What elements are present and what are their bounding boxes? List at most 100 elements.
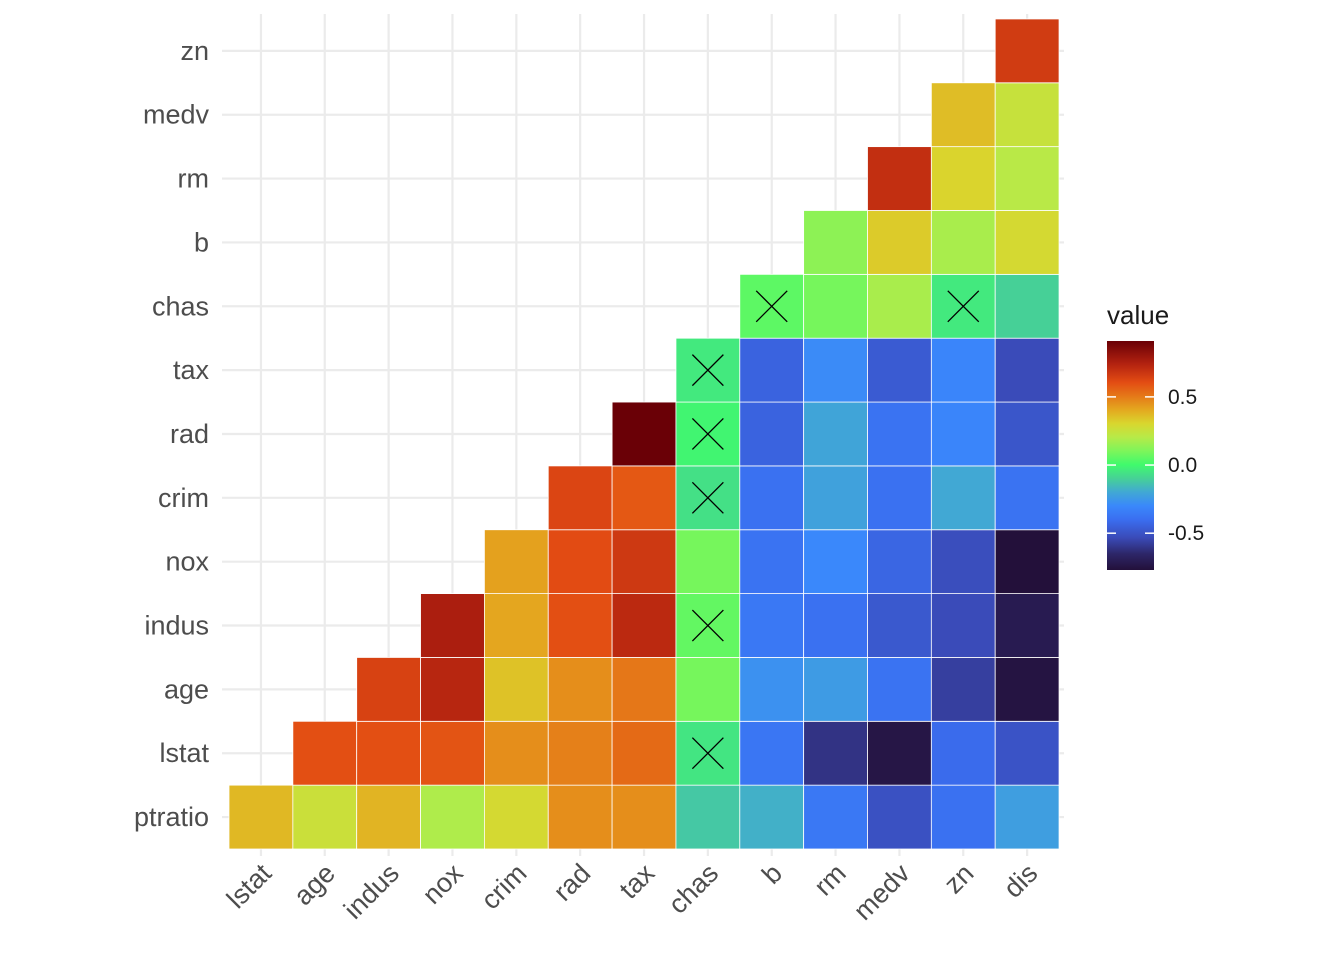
heatmap-cell — [547, 593, 613, 658]
heatmap-cell — [675, 657, 741, 722]
heatmap-cells — [228, 18, 1060, 850]
heatmap-cell — [867, 465, 932, 531]
heatmap-cell — [547, 720, 613, 786]
heatmap-cell — [547, 529, 613, 594]
heatmap-cell — [356, 720, 421, 786]
heatmap-cell — [739, 337, 805, 403]
heatmap-cell — [803, 593, 868, 658]
heatmap-cell — [930, 720, 996, 786]
heatmap-cell — [930, 401, 996, 467]
legend-tick-label: 0.0 — [1168, 454, 1197, 477]
heatmap-cell — [994, 720, 1060, 786]
x-tick-label: rad — [548, 858, 597, 907]
x-tick-label: b — [756, 858, 788, 890]
heatmap-cell — [930, 210, 996, 275]
heatmap-cell — [356, 784, 421, 850]
heatmap-cell — [930, 593, 996, 658]
heatmap-cell — [994, 593, 1060, 658]
heatmap-cell — [994, 784, 1060, 850]
heatmap-cell — [867, 593, 932, 658]
heatmap-cell — [994, 465, 1060, 531]
heatmap-cell — [420, 593, 485, 658]
x-tick-label: lstat — [221, 858, 278, 915]
heatmap-cell — [547, 784, 613, 850]
y-axis-tick-labels: ptratio lstat age indus nox crim rad tax chas b rm… — [134, 36, 210, 832]
y-tick-label: medv — [143, 100, 210, 130]
heatmap-cell — [739, 593, 805, 658]
heatmap-cell — [611, 593, 677, 658]
x-tick-label: medv — [848, 858, 916, 926]
heatmap-cell — [739, 465, 805, 531]
heatmap-cell — [611, 529, 677, 594]
heatmap-cell — [994, 82, 1060, 148]
heatmap-cell — [611, 401, 677, 467]
heatmap-cell — [356, 657, 421, 722]
heatmap-cell — [483, 657, 549, 722]
x-tick-label: dis — [998, 858, 1044, 904]
heatmap-cell — [547, 465, 613, 531]
cross-mark — [691, 418, 724, 450]
heatmap-cell — [228, 784, 294, 850]
heatmap-cell — [675, 529, 741, 594]
heatmap-cell — [930, 657, 996, 722]
heatmap-cell — [483, 720, 549, 786]
heatmap-cell — [611, 784, 677, 850]
legend-tick-label: -0.5 — [1168, 522, 1204, 545]
y-tick-label: rad — [170, 419, 209, 449]
heatmap-cell — [547, 657, 613, 722]
heatmap-cell — [930, 146, 996, 211]
heatmap-cell — [739, 401, 805, 467]
heatmap-cell — [994, 273, 1060, 339]
y-tick-label: lstat — [159, 738, 209, 768]
heatmap-cell — [867, 529, 932, 594]
x-tick-label: indus — [338, 858, 405, 925]
heatmap-cell — [739, 720, 805, 786]
heatmap-cell — [739, 784, 805, 850]
heatmap-cell — [930, 784, 996, 850]
heatmap-cell — [292, 720, 358, 786]
cross-mark — [691, 609, 724, 642]
heatmap-cell — [930, 465, 996, 531]
heatmap-cell — [420, 657, 485, 722]
heatmap-cell — [611, 657, 677, 722]
heatmap-cell — [483, 784, 549, 850]
heatmap-cell — [803, 784, 868, 850]
heatmap-cell — [994, 337, 1060, 403]
heatmap-cell — [483, 529, 549, 594]
legend-tick-label: 0.5 — [1168, 386, 1197, 409]
cross-mark — [691, 354, 724, 387]
y-tick-label: indus — [144, 611, 209, 641]
heatmap-cell — [420, 784, 485, 850]
heatmap-cell — [867, 210, 932, 275]
heatmap-cell — [739, 529, 805, 594]
y-tick-label: zn — [180, 36, 209, 66]
heatmap-cell — [994, 18, 1060, 84]
heatmap-cell — [483, 593, 549, 658]
nonsignificant-marks — [691, 290, 980, 770]
heatmap-cell — [930, 337, 996, 403]
heatmap-cell — [803, 657, 868, 722]
heatmap-cell — [803, 401, 868, 467]
heatmap-cell — [611, 720, 677, 786]
x-tick-label: zn — [938, 858, 979, 899]
cross-mark — [691, 737, 724, 770]
heatmap-cell — [930, 82, 996, 148]
legend-ticks: 0.5 0.0 -0.5 — [1107, 386, 1204, 545]
heatmap-cell — [994, 401, 1060, 467]
x-tick-label: chas — [663, 858, 725, 920]
y-tick-label: b — [194, 227, 209, 257]
y-tick-label: rm — [178, 164, 209, 194]
cross-mark — [755, 290, 788, 323]
heatmap-cell — [420, 720, 485, 786]
heatmap-cell — [867, 657, 932, 722]
heatmap-cell — [994, 146, 1060, 211]
heatmap-cell — [930, 529, 996, 594]
heatmap-cell — [803, 273, 868, 339]
y-tick-label: nox — [165, 547, 209, 577]
heatmap-cell — [292, 784, 358, 850]
x-tick-label: tax — [614, 858, 661, 905]
heatmap-cell — [675, 784, 741, 850]
x-tick-label: nox — [417, 858, 469, 910]
